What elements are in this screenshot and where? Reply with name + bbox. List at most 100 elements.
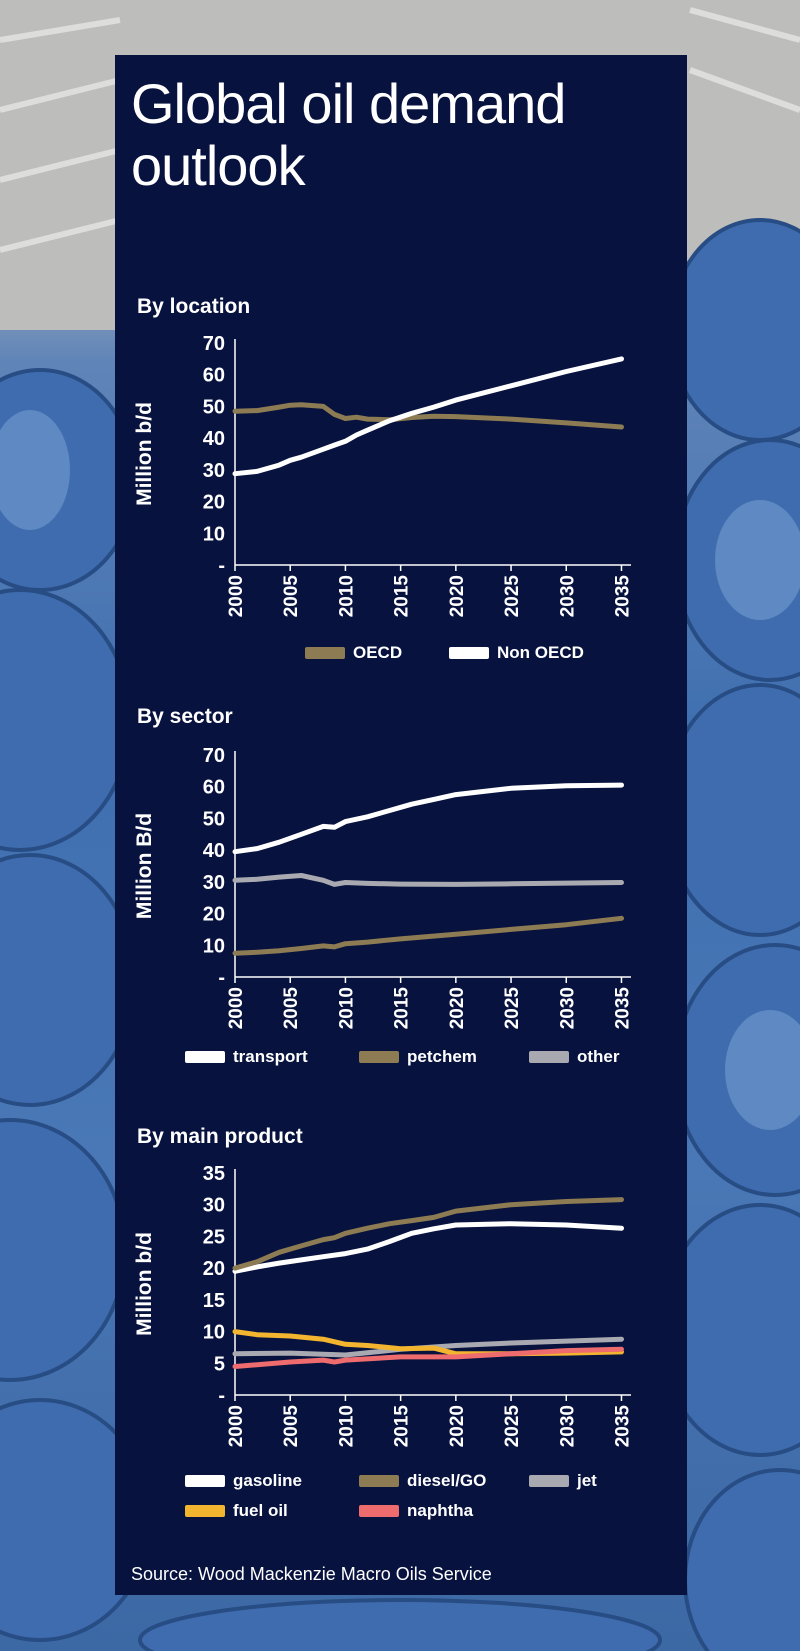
y-tick-label: - — [218, 967, 225, 989]
legend-item-non-oecd: Non OECD — [449, 643, 584, 663]
legend-item-transport: transport — [185, 1047, 308, 1067]
series-line-other — [232, 873, 624, 887]
legend-label-transport: transport — [233, 1047, 308, 1066]
x-tick-label: 2010 — [336, 575, 357, 617]
chart-title-location: By location — [137, 295, 251, 318]
infographic-panel: Global oil demand outlook By location - 1… — [115, 55, 687, 1595]
x-tick-label: 2025 — [502, 987, 523, 1030]
x-tick-label: 2005 — [281, 987, 302, 1030]
legend-swatch-transport — [185, 1051, 225, 1063]
y-tick-label: 10 — [203, 935, 225, 957]
series-line-oecd — [232, 402, 624, 430]
y-tick-label: 5 — [214, 1353, 225, 1375]
x-tick-label: 2030 — [557, 575, 578, 617]
series-line-transport — [232, 782, 624, 855]
x-tick-label: 2030 — [557, 987, 578, 1029]
y-tick-label: 70 — [203, 335, 225, 355]
legend-item-petchem: petchem — [359, 1047, 477, 1067]
legend-label-petchem: petchem — [407, 1047, 477, 1066]
page-title: Global oil demand outlook — [131, 72, 566, 197]
x-tick-label: 2035 — [612, 1405, 633, 1448]
legend-swatch-other — [529, 1051, 569, 1063]
legend-sector: transport petchem other — [115, 1047, 687, 1071]
y-tick-label: - — [218, 1385, 225, 1407]
x-tick-label: 2035 — [612, 987, 633, 1030]
x-tick-label: 2020 — [447, 1405, 468, 1447]
x-tick-label: 2005 — [281, 575, 302, 618]
legend-label-oecd: OECD — [353, 643, 403, 662]
legend-item-jet: jet — [529, 1471, 597, 1491]
legend-product: gasoline diesel/GO jet fuel oil naphtha — [115, 1471, 687, 1531]
legend-label-diesel: diesel/GO — [407, 1471, 487, 1490]
y-tick-label: 30 — [203, 460, 225, 482]
y-tick-label: 10 — [203, 1322, 225, 1344]
legend-swatch-jet — [529, 1475, 569, 1487]
x-tick-label: 2035 — [612, 575, 633, 618]
x-tick-label: 2015 — [392, 987, 413, 1030]
y-tick-label: 70 — [203, 747, 225, 767]
legend-swatch-petchem — [359, 1051, 399, 1063]
series-line-naphtha — [232, 1346, 624, 1369]
y-tick-label: 30 — [203, 1195, 225, 1217]
y-tick-label: 60 — [203, 365, 225, 387]
y-axis-label: Million B/d — [133, 813, 156, 919]
legend-label-other: other — [577, 1047, 620, 1066]
legend-swatch-non-oecd — [449, 647, 489, 659]
y-tick-label: 35 — [203, 1165, 225, 1185]
legend-location: OECD Non OECD — [115, 643, 687, 667]
x-tick-label: 2020 — [447, 987, 468, 1029]
legend-swatch-diesel — [359, 1475, 399, 1487]
series-line-diesel-go — [232, 1197, 624, 1271]
x-tick-label: 2025 — [502, 575, 523, 618]
source-note: Source: Wood Mackenzie Macro Oils Servic… — [131, 1564, 492, 1584]
series-line-non-oecd — [232, 356, 624, 477]
y-tick-label: 40 — [203, 840, 225, 862]
legend-label-naphtha: naphtha — [407, 1501, 474, 1520]
y-tick-label: 50 — [203, 808, 225, 830]
y-tick-label: - — [218, 555, 225, 577]
y-tick-label: 15 — [203, 1290, 225, 1312]
x-tick-label: 2020 — [447, 575, 468, 617]
legend-label-jet: jet — [577, 1471, 597, 1490]
x-tick-label: 2025 — [502, 1405, 523, 1448]
x-tick-label: 2005 — [281, 1405, 302, 1448]
x-tick-label: 2000 — [226, 1405, 247, 1447]
legend-label-non-oecd: Non OECD — [497, 643, 584, 662]
x-tick-label: 2010 — [336, 1405, 357, 1447]
y-tick-label: 25 — [203, 1226, 225, 1248]
x-tick-label: 2030 — [557, 1405, 578, 1447]
y-tick-label: 20 — [203, 1258, 225, 1280]
y-tick-label: 20 — [203, 904, 225, 926]
legend-swatch-gasoline — [185, 1475, 225, 1487]
y-tick-label: 30 — [203, 872, 225, 894]
legend-item-other: other — [529, 1047, 620, 1067]
y-axis-label: Million b/d — [133, 402, 156, 506]
legend-item-gasoline: gasoline — [185, 1471, 302, 1491]
x-tick-label: 2000 — [226, 987, 247, 1029]
y-tick-label: 50 — [203, 396, 225, 418]
x-tick-label: 2015 — [392, 575, 413, 618]
legend-swatch-fuel-oil — [185, 1505, 225, 1517]
y-tick-label: 60 — [203, 777, 225, 799]
legend-swatch-naphtha — [359, 1505, 399, 1517]
legend-item-naphtha: naphtha — [359, 1501, 473, 1521]
x-tick-label: 2015 — [392, 1405, 413, 1448]
chart-title-product: By main product — [137, 1125, 303, 1148]
x-tick-label: 2000 — [226, 575, 247, 617]
legend-swatch-oecd — [305, 647, 345, 659]
series-line-petchem — [232, 915, 624, 956]
legend-item-diesel: diesel/GO — [359, 1471, 486, 1491]
y-tick-label: 20 — [203, 492, 225, 514]
series-line-gasoline — [232, 1221, 624, 1274]
legend-item-oecd: OECD — [305, 643, 402, 663]
legend-label-gasoline: gasoline — [233, 1471, 302, 1490]
legend-label-fuel-oil: fuel oil — [233, 1501, 288, 1520]
y-axis-label: Million b/d — [133, 1232, 156, 1336]
legend-item-fuel-oil: fuel oil — [185, 1501, 288, 1521]
x-tick-label: 2010 — [336, 987, 357, 1029]
y-tick-label: 40 — [203, 428, 225, 450]
y-tick-label: 10 — [203, 523, 225, 545]
